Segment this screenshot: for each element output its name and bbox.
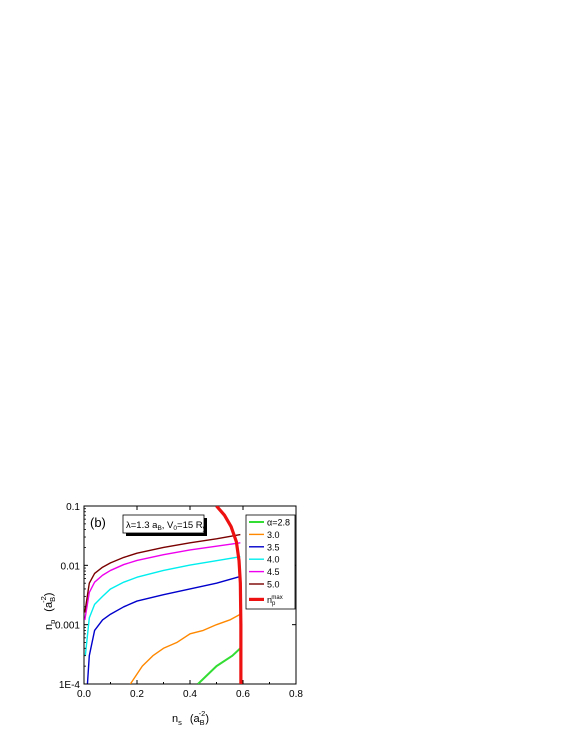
series-line-6 <box>215 506 243 684</box>
legend-label-text: n <box>267 595 272 605</box>
annotation-v-value: =15 R <box>177 520 203 531</box>
x-axis-title: ns (aB-2) <box>172 709 209 727</box>
legend-label-text: 4.0 <box>267 555 280 565</box>
panel-label: (b) <box>90 515 106 530</box>
legend-label: 3.5 <box>267 542 280 552</box>
x-axis: 0.0 0.2 0.4 0.6 0.8 <box>77 506 303 700</box>
y-tick-label: 0.001 <box>55 621 80 632</box>
annotation-frame <box>122 514 205 534</box>
series-line-3 <box>84 555 241 656</box>
x-axis-label-subscript: s <box>178 718 182 727</box>
series-line-1 <box>129 613 241 684</box>
y-axis-unit-close: ) <box>43 593 55 597</box>
x-axis-unit-superscript: -2 <box>199 709 206 718</box>
annotation-lambda-value: =1.3 a <box>131 520 158 531</box>
legend-label: 4.5 <box>267 567 280 577</box>
legend-label: 3.0 <box>267 530 280 540</box>
legend-label-text: 4.5 <box>267 567 280 577</box>
x-tick-label: 0.2 <box>130 689 144 700</box>
y-axis-unit-subscript: B <box>48 597 57 602</box>
annotation-v-subscript: 0 <box>173 525 177 532</box>
legend-label-text: α=2.8 <box>267 518 290 528</box>
legend-label: α=2.8 <box>267 518 290 528</box>
y-axis-unit-open: (a <box>43 601 55 612</box>
series-line-2 <box>86 575 241 684</box>
legend-label: npmax <box>267 595 283 607</box>
legend-label-superscript: max <box>271 595 282 601</box>
x-axis-unit-close: ) <box>205 713 209 725</box>
x-tick-label: 0.8 <box>289 689 303 700</box>
x-axis-label: n <box>172 713 178 725</box>
legend-frame <box>245 514 296 610</box>
y-axis: 1E-4 0.001 0.01 0.1 <box>55 502 296 691</box>
x-tick-label: 0.0 <box>77 689 91 700</box>
y-axis-unit-superscript: -2 <box>39 596 48 603</box>
legend-label: 4.0 <box>267 555 280 565</box>
x-axis-unit-subscript: B <box>200 718 205 727</box>
legend-label-text: 3.5 <box>267 542 280 552</box>
series-layer <box>84 506 243 684</box>
annotation-v-subscript-2: y <box>203 525 207 532</box>
series-line-4 <box>84 542 241 621</box>
legend-label-text: 3.0 <box>267 530 280 540</box>
y-tick-label: 0.1 <box>66 502 80 513</box>
legend-label-subscript: p <box>272 601 276 607</box>
series-line-5 <box>84 533 241 613</box>
legend-label: 5.0 <box>267 580 280 590</box>
y-tick-label: 0.01 <box>61 561 81 572</box>
x-tick-label: 0.6 <box>236 689 250 700</box>
y-axis-label: n <box>43 624 55 630</box>
y-tick-label: 1E-4 <box>59 680 81 691</box>
x-tick-label: 0.4 <box>183 689 197 700</box>
legend: α=2.8 3.0 3.5 4.0 4.5 5.0 npmax <box>245 514 296 610</box>
series-line-0 <box>197 647 242 684</box>
annotation-text: λ=1.3 aB, V0=15 Ry <box>126 520 207 532</box>
x-axis-unit-open: (a <box>190 713 201 725</box>
annotation-v-label: , V <box>162 520 174 531</box>
annotation-lambda-subscript: B <box>157 525 161 532</box>
annotation-lambda-symbol: λ <box>126 520 131 531</box>
y-axis-title: np (aB-2) <box>39 593 57 630</box>
annotation-box: λ=1.3 aB, V0=15 Ry <box>122 514 207 536</box>
legend-label-text: 5.0 <box>267 580 280 590</box>
y-axis-label-subscript: p <box>48 620 57 624</box>
